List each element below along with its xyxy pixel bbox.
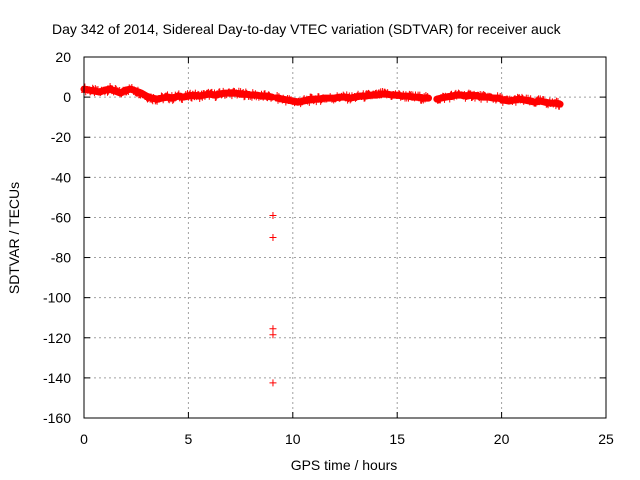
data-point xyxy=(352,95,359,102)
y-tick-label: -100 xyxy=(43,290,71,306)
y-tick-label: -80 xyxy=(51,250,71,266)
x-tick-label: 10 xyxy=(285,431,301,447)
data-point xyxy=(423,94,430,101)
data-point xyxy=(554,98,561,105)
data-point xyxy=(263,94,270,101)
data-point xyxy=(234,92,241,99)
y-axis-label: SDTVAR / TECUs xyxy=(6,182,22,294)
plot-frame xyxy=(83,56,607,419)
data-point xyxy=(268,95,275,102)
data-point xyxy=(415,94,422,101)
outlier-point xyxy=(269,211,277,219)
data-point xyxy=(92,85,99,92)
y-tick-label: 20 xyxy=(55,49,71,65)
data-point xyxy=(343,91,350,98)
data-point xyxy=(478,96,485,103)
x-axis-label: GPS time / hours xyxy=(291,457,398,473)
y-tick-label: 0 xyxy=(63,89,71,105)
data-point xyxy=(424,93,431,100)
data-point xyxy=(416,91,423,98)
data-point xyxy=(267,93,274,100)
x-tick-label: 15 xyxy=(389,431,405,447)
data-point xyxy=(91,90,98,97)
data-point xyxy=(228,93,235,100)
data-point xyxy=(160,97,167,104)
x-tick-labels: 0 5 10 15 20 25 xyxy=(80,431,614,447)
data-point xyxy=(511,95,518,102)
data-point xyxy=(104,89,111,96)
x-tick-label: 25 xyxy=(598,431,614,447)
data-point xyxy=(308,94,315,101)
data-point xyxy=(451,94,458,101)
outlier-point xyxy=(269,234,277,241)
data-point xyxy=(199,94,206,101)
y-tick-label: -60 xyxy=(51,209,71,225)
data-point xyxy=(469,94,476,101)
data-point xyxy=(142,92,149,99)
y-tick-label: -140 xyxy=(43,370,71,386)
data-point xyxy=(192,89,199,96)
data-point xyxy=(556,103,563,110)
data-point xyxy=(193,94,200,101)
data-point xyxy=(266,91,273,98)
data-point xyxy=(174,91,181,98)
y-tick-label: -40 xyxy=(51,169,71,185)
data-point xyxy=(512,99,519,106)
data-point xyxy=(518,93,525,100)
data-point xyxy=(405,95,412,102)
x-tick-label: 20 xyxy=(494,431,510,447)
data-point xyxy=(261,90,268,97)
outlier-point xyxy=(269,379,277,387)
data-point xyxy=(163,92,170,99)
data-point xyxy=(306,99,313,106)
data-point xyxy=(156,96,163,103)
data-point xyxy=(353,94,360,101)
outlier-point xyxy=(269,325,277,333)
x-tick-label: 0 xyxy=(80,431,88,447)
y-tick-label: -160 xyxy=(43,410,71,426)
data-point xyxy=(189,90,196,97)
grid-lines xyxy=(84,57,606,418)
data-point xyxy=(177,92,184,99)
data-point xyxy=(467,90,474,97)
series-sdtvar xyxy=(80,82,564,387)
data-point xyxy=(213,94,220,101)
data-point xyxy=(227,90,234,97)
y-tick-label: -120 xyxy=(43,330,71,346)
data-point xyxy=(211,89,218,96)
data-point xyxy=(532,100,539,107)
data-point xyxy=(185,94,192,101)
data-point xyxy=(169,97,176,104)
outlier-point xyxy=(269,331,277,339)
data-point xyxy=(196,96,203,103)
y-tick-label: -20 xyxy=(51,129,71,145)
data-point xyxy=(242,88,249,95)
data-point xyxy=(128,84,135,91)
data-point xyxy=(362,95,369,102)
chart-title: Day 342 of 2014, Sidereal Day-to-day VTE… xyxy=(52,21,562,37)
x-tick-label: 5 xyxy=(185,431,193,447)
data-point xyxy=(187,89,194,96)
data-point xyxy=(87,88,94,95)
data-point xyxy=(206,93,213,100)
data-point xyxy=(441,96,448,103)
y-tick-labels: 20 0 -20 -40 -60 -80 -100 -120 -140 -160 xyxy=(43,49,71,426)
data-point xyxy=(134,86,141,93)
data-point xyxy=(395,89,402,96)
data-point xyxy=(446,96,453,103)
data-point xyxy=(488,93,495,100)
data-point xyxy=(164,91,171,98)
data-point xyxy=(315,93,322,100)
data-point xyxy=(212,95,219,102)
